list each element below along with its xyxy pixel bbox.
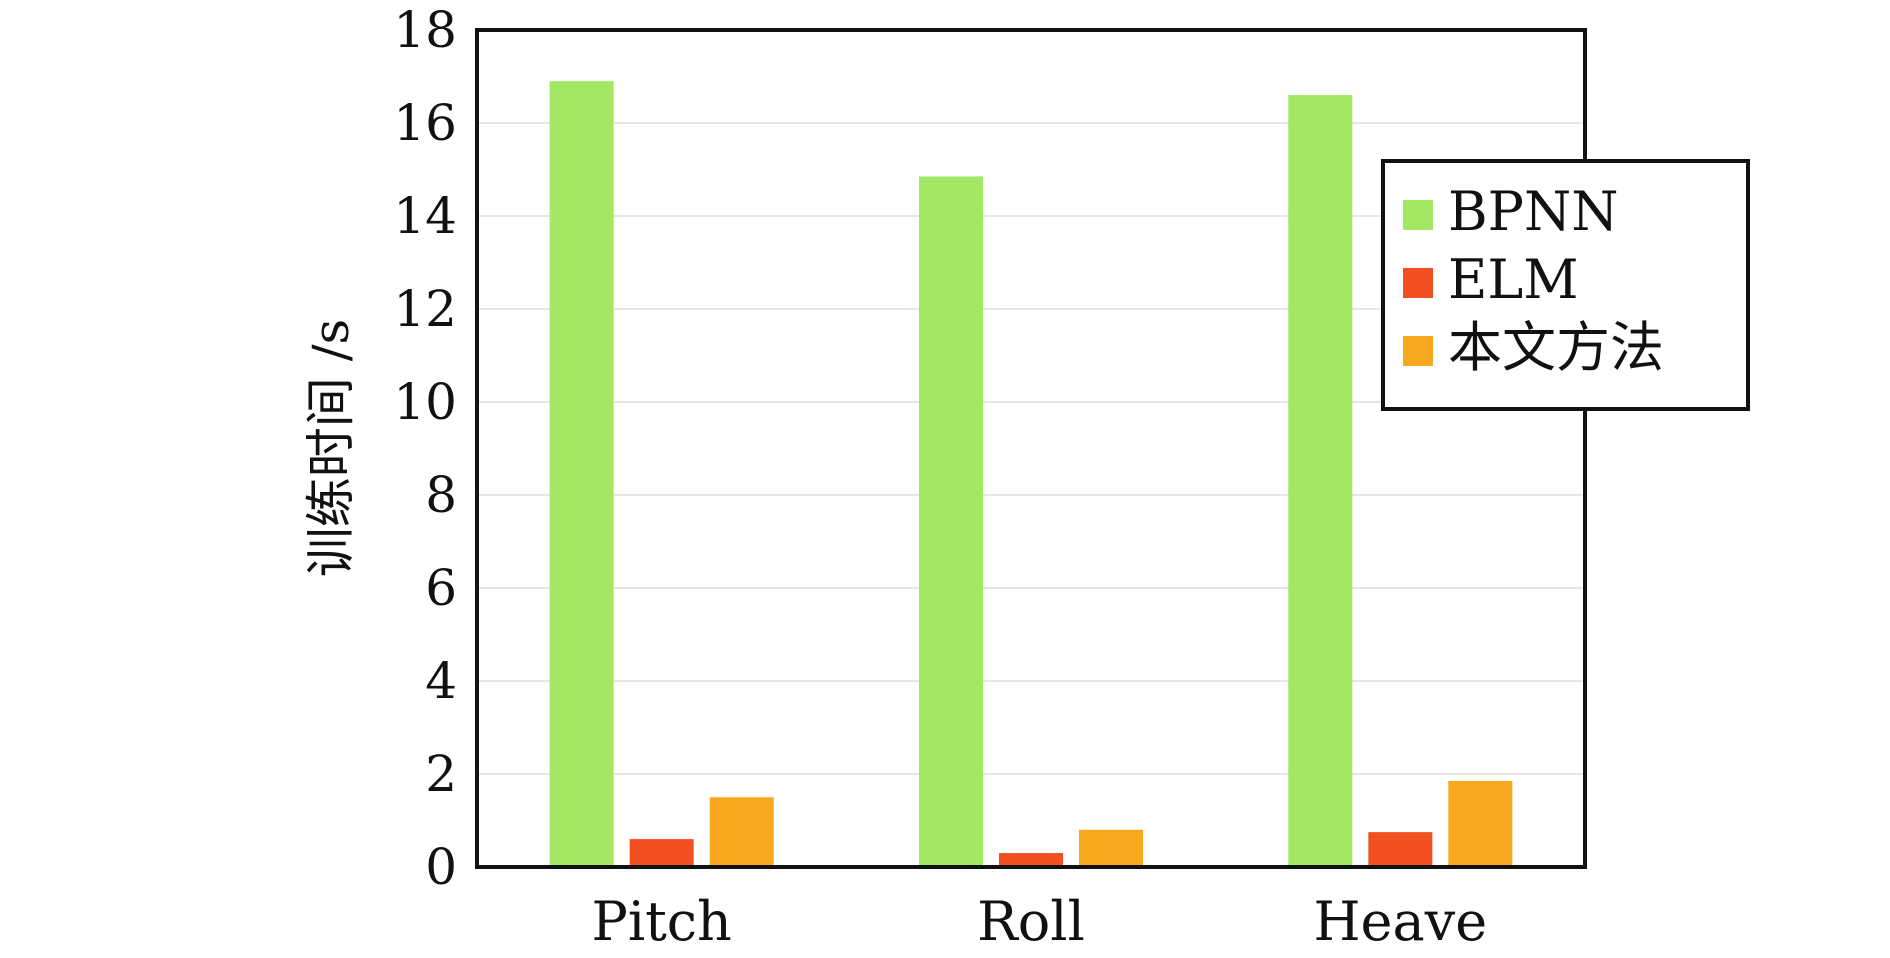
legend-label: ELM [1448,248,1579,311]
bars [549,81,1513,868]
bar-ELM-Roll [999,853,1063,867]
bar-ELM-Heave [1368,832,1433,867]
y-tick-label: 4 [425,652,457,710]
y-tick-label: 10 [393,373,457,431]
bar-BPNN-Roll [919,176,983,868]
y-tick-label: 8 [425,466,457,524]
y-tick-label: 18 [393,1,457,59]
legend-swatch [1403,336,1433,366]
legend-label: 本文方法 [1448,316,1664,379]
x-category-label: Pitch [592,890,732,953]
bar-BPNN-Pitch [549,81,614,867]
legend-swatch [1403,200,1433,230]
y-tick-label: 14 [393,187,457,245]
plot-frame [475,28,1587,869]
y-tick-label: 0 [425,838,457,896]
y-tick-label: 12 [393,280,457,338]
bar-ELM-Pitch [629,839,694,867]
x-category-label: Roll [977,890,1085,953]
x-axis-categories: Pitch Roll Heave [592,890,1488,953]
legend-swatch [1403,268,1433,298]
bar-本文方法-Roll [1079,829,1143,867]
y-tick-label: 2 [425,745,457,803]
bar-本文方法-Heave [1448,780,1513,867]
x-category-label: Heave [1313,890,1487,953]
y-axis-ticks: 0 2 4 6 8 10 12 14 16 18 [393,1,457,896]
y-tick-label: 6 [425,559,457,617]
legend-box [1381,159,1750,411]
y-axis-label: 训练时间 /s [302,319,360,577]
bar-BPNN-Heave [1288,95,1353,868]
grid-lines [477,122,1585,775]
legend-label: BPNN [1448,180,1619,243]
y-tick-label: 16 [393,94,457,152]
bar-本文方法-Pitch [709,797,774,867]
